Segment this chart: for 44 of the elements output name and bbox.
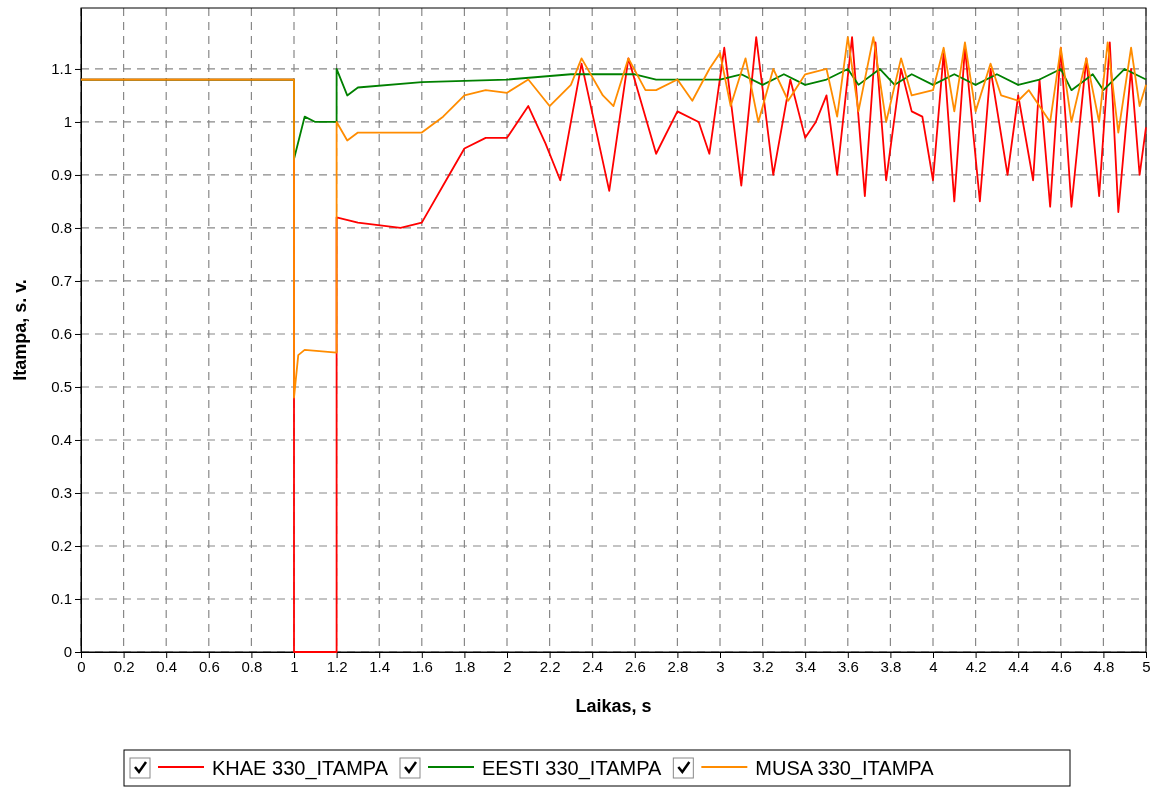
- x-tick-label: 4: [929, 657, 938, 675]
- x-tick-label: 0.8: [241, 657, 263, 675]
- x-tick-label: 2: [503, 657, 512, 675]
- x-tick-label: 5: [1142, 657, 1151, 675]
- y-tick-label: 0.9: [51, 166, 72, 184]
- y-axis-title: Itampa, s. v.: [10, 279, 30, 381]
- x-tick-label: 3.4: [795, 657, 817, 675]
- x-tick-label: 4.6: [1050, 657, 1072, 675]
- x-tick-label: 4.2: [965, 657, 987, 675]
- x-tick-label: 1.4: [369, 657, 391, 675]
- x-tick-label: 2.8: [667, 657, 689, 675]
- x-tick-label: 0.4: [156, 657, 178, 675]
- legend-label: EESTI 330_ITAMPA: [482, 757, 662, 780]
- x-tick-label: 2.4: [582, 657, 604, 675]
- x-tick-label: 3.6: [837, 657, 859, 675]
- y-tick-label: 0.3: [51, 484, 72, 502]
- x-tick-label: 0.6: [198, 657, 220, 675]
- x-tick-label: 1.8: [454, 657, 476, 675]
- y-tick-label: 0: [63, 643, 72, 661]
- y-tick-label: 0.7: [51, 272, 72, 290]
- x-tick-label: 3.8: [880, 657, 902, 675]
- y-tick-label: 0.8: [51, 219, 72, 237]
- legend-label: KHAE 330_ITAMPA: [212, 757, 389, 780]
- x-tick-label: 0.2: [113, 657, 135, 675]
- y-tick-label: 0.4: [51, 431, 72, 449]
- y-tick-label: 0.6: [51, 325, 72, 343]
- y-tick-label: 1: [63, 113, 72, 131]
- line-series: [80, 36, 1147, 399]
- y-tick-label: 0.2: [51, 537, 72, 555]
- x-tick-label: 4.8: [1093, 657, 1115, 675]
- legend-label: MUSA 330_ITAMPA: [755, 757, 935, 780]
- x-tick-label: 2.2: [539, 657, 561, 675]
- x-tick-label: 0: [77, 657, 86, 675]
- y-tick-label: 0.1: [51, 590, 72, 608]
- x-tick-label: 3: [716, 657, 725, 675]
- x-tick-label: 1.6: [411, 657, 433, 675]
- x-tick-label: 3.2: [752, 657, 774, 675]
- y-tick-label: 0.5: [51, 378, 72, 396]
- y-tick-label: 1.1: [51, 60, 72, 78]
- x-tick-label: 2.6: [624, 657, 646, 675]
- x-axis-title: Laikas, s: [575, 696, 652, 716]
- x-tick-label: 1.2: [326, 657, 348, 675]
- x-tick-label: 4.4: [1008, 657, 1030, 675]
- x-tick-label: 1: [290, 657, 299, 675]
